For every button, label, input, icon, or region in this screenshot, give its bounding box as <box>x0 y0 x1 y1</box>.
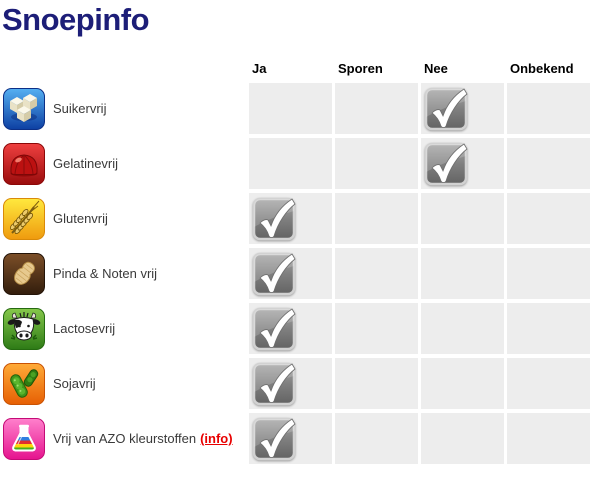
row-label: Pinda & Noten vrij <box>53 266 158 281</box>
answer-cell-1-onbekend <box>507 138 590 189</box>
answer-cell-6-nee <box>421 413 504 464</box>
checkmark-icon <box>424 87 468 130</box>
table-row-3: Pinda & Noten vrij <box>0 248 246 299</box>
answer-cell-0-nee <box>421 83 504 134</box>
info-link[interactable]: (info) <box>200 431 233 446</box>
table-row-0: Suikervrij <box>0 83 246 134</box>
answer-cell-0-ja <box>249 83 332 134</box>
table-row-2: Glutenvrij <box>0 193 246 244</box>
row-label: Gelatinevrij <box>53 156 119 171</box>
peanut-icon <box>3 252 45 295</box>
table-row-labels: Suikervrij Gelatinevrij Glutenvrij Pinda… <box>0 83 246 464</box>
page-title: Snoepinfo <box>2 2 150 37</box>
answer-cell-3-onbekend <box>507 248 590 299</box>
answer-cell-5-onbekend <box>507 358 590 409</box>
column-header-nee: Nee <box>424 61 448 76</box>
checkmark-icon <box>252 362 296 405</box>
table-row-5: Sojavrij <box>0 358 246 409</box>
checkmark-icon <box>252 417 296 460</box>
table-row-6: Vrij van AZO kleurstoffen (info) <box>0 413 246 464</box>
wheat-ear-icon <box>3 197 45 240</box>
checkmark-icon <box>252 252 296 295</box>
answer-cell-4-onbekend <box>507 303 590 354</box>
answer-cell-0-sporen <box>335 83 418 134</box>
cow-icon <box>3 307 45 350</box>
answer-cell-3-ja <box>249 248 332 299</box>
row-label: Vrij van AZO kleurstoffen <box>53 431 197 446</box>
answer-cell-2-sporen <box>335 193 418 244</box>
column-header-ja: Ja <box>252 61 267 76</box>
soy-pods-icon <box>3 362 45 405</box>
answer-cell-6-ja <box>249 413 332 464</box>
table-row-1: Gelatinevrij <box>0 138 246 189</box>
answer-cell-6-onbekend <box>507 413 590 464</box>
column-header-sporen: Sporen <box>338 61 383 76</box>
answer-cell-5-ja <box>249 358 332 409</box>
answer-cell-3-sporen <box>335 248 418 299</box>
answer-cell-4-ja <box>249 303 332 354</box>
answer-cell-0-onbekend <box>507 83 590 134</box>
table-column-headers: Ja Sporen Nee Onbekend <box>249 61 590 76</box>
row-label: Suikervrij <box>53 101 107 116</box>
answer-cell-4-sporen <box>335 303 418 354</box>
answer-cell-2-nee <box>421 193 504 244</box>
row-label: Glutenvrij <box>53 211 108 226</box>
answer-cell-1-nee <box>421 138 504 189</box>
table-row-4: Lactosevrij <box>0 303 246 354</box>
checkmark-icon <box>424 142 468 185</box>
answer-cell-3-nee <box>421 248 504 299</box>
gelatin-pudding-icon <box>3 142 45 185</box>
answer-cell-1-ja <box>249 138 332 189</box>
allergen-answer-grid <box>249 83 590 464</box>
answer-cell-5-nee <box>421 358 504 409</box>
answer-cell-6-sporen <box>335 413 418 464</box>
checkmark-icon <box>252 197 296 240</box>
answer-cell-4-nee <box>421 303 504 354</box>
answer-cell-2-ja <box>249 193 332 244</box>
row-label: Lactosevrij <box>53 321 116 336</box>
answer-cell-2-onbekend <box>507 193 590 244</box>
checkmark-icon <box>252 307 296 350</box>
row-label: Sojavrij <box>53 376 96 391</box>
answer-cell-1-sporen <box>335 138 418 189</box>
column-header-onbekend: Onbekend <box>510 61 574 76</box>
answer-cell-5-sporen <box>335 358 418 409</box>
chemistry-flask-icon <box>3 417 45 460</box>
sugar-cubes-icon <box>3 87 45 130</box>
